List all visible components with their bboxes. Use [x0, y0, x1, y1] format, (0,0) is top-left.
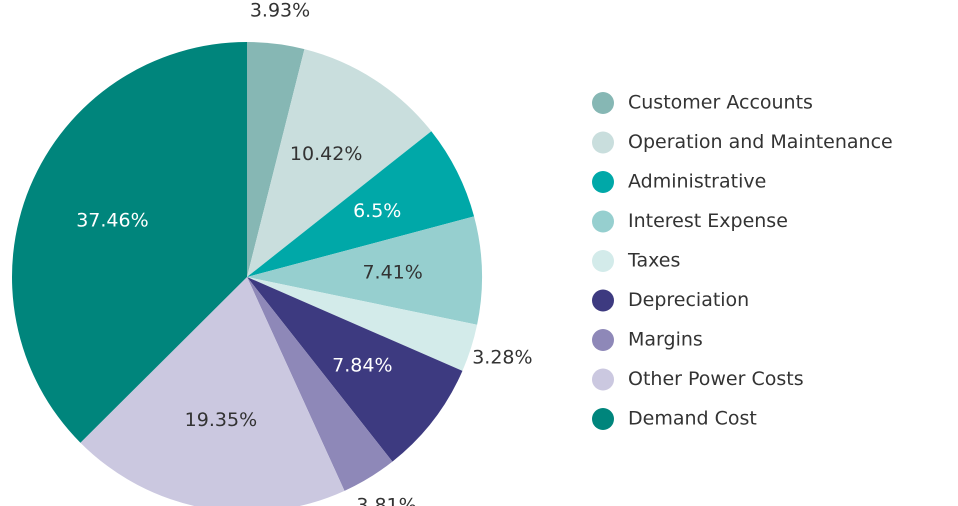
slice-label: 3.28% [472, 347, 532, 369]
pie-slice [247, 42, 305, 277]
legend-label: Depreciation [628, 289, 749, 311]
legend-label: Customer Accounts [628, 92, 813, 114]
slice-label: 3.81% [356, 494, 416, 506]
pie-slice [247, 131, 475, 277]
pie-slice [247, 277, 478, 371]
legend-label: Operation and Maintenance [628, 131, 893, 153]
pie-slice [247, 277, 393, 491]
slice-label: 7.84% [332, 355, 392, 377]
pie-slice [80, 277, 345, 506]
slice-label: 6.5% [353, 200, 401, 222]
legend-label: Administrative [628, 171, 766, 193]
legend-marker [592, 408, 614, 430]
legend-marker [592, 368, 614, 391]
legend-label: Taxes [627, 250, 680, 272]
legend-marker [592, 92, 614, 114]
legend-marker [592, 131, 614, 154]
slice-label: 10.42% [290, 143, 362, 165]
slice-label: 7.41% [362, 261, 422, 283]
legend-marker [592, 289, 614, 312]
legend-label: Demand Cost [628, 408, 757, 430]
legend-label: Other Power Costs [628, 368, 804, 390]
legend-marker [592, 250, 614, 272]
legend-marker [592, 171, 614, 193]
slice-label: 3.93% [250, 0, 310, 22]
pie-slice [247, 49, 432, 278]
legend-marker [592, 210, 614, 233]
pie-slice [11, 41, 248, 443]
slice-label: 19.35% [185, 409, 257, 431]
slice-label: 37.46% [76, 210, 148, 232]
legend-marker [592, 329, 614, 351]
legend-label: Interest Expense [628, 210, 788, 232]
legend-label: Margins [628, 329, 703, 351]
pie-slice [247, 277, 463, 462]
pie-slice [247, 216, 482, 325]
